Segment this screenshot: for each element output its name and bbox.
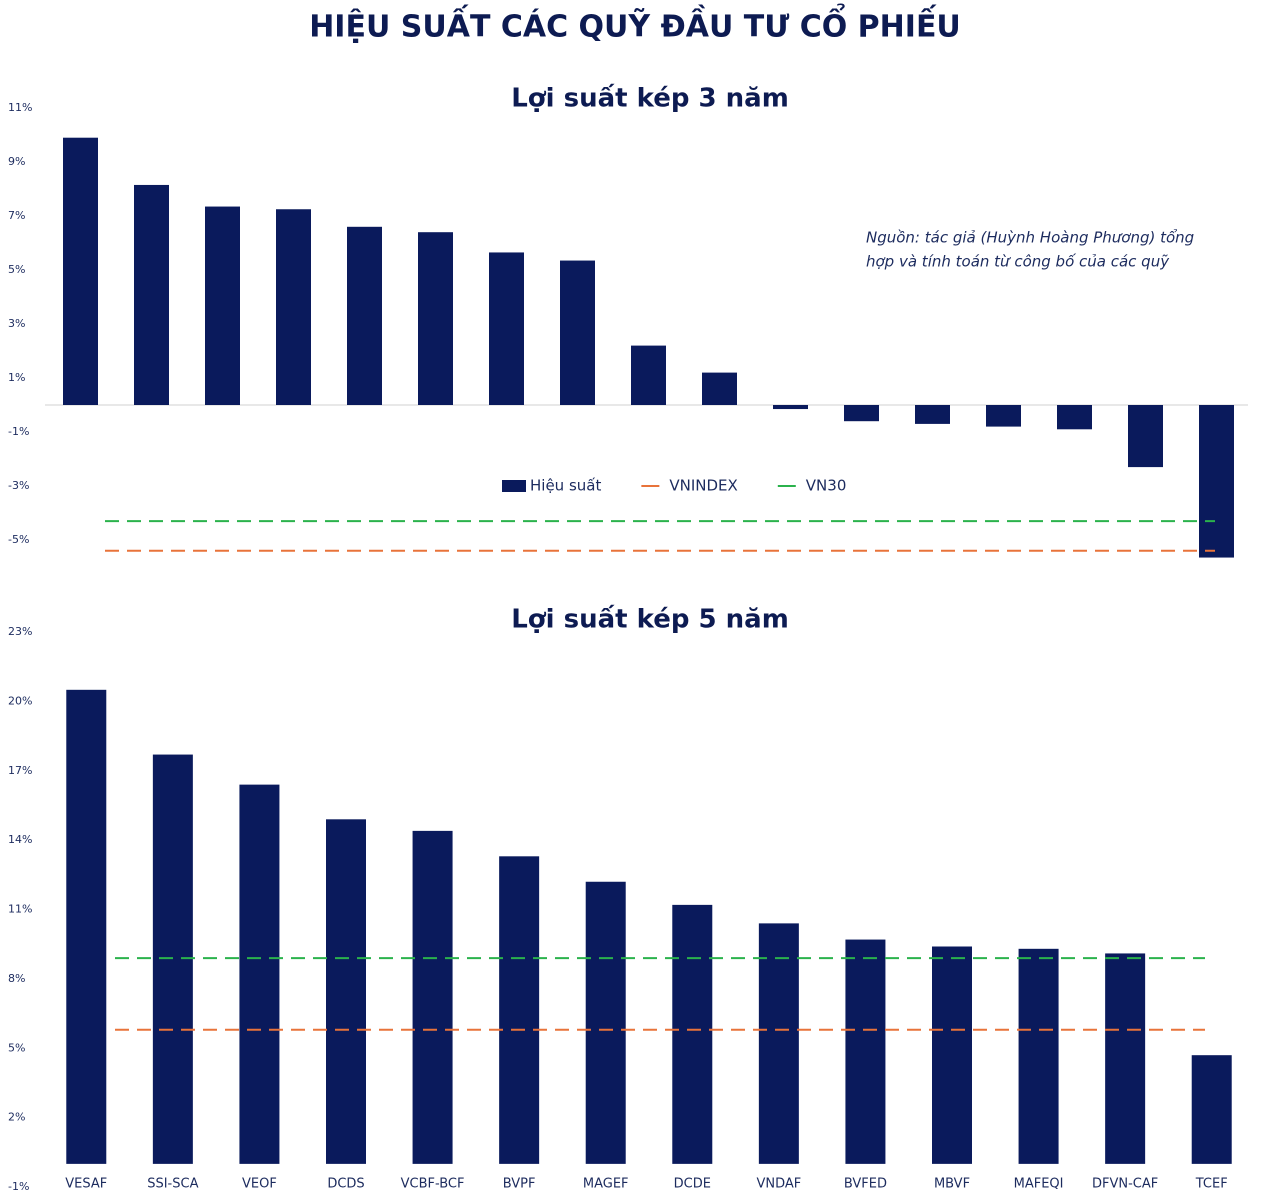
x-tick-label: DCDE	[674, 1177, 711, 1192]
source-note: hợp và tính toán từ công bố của các quỹ	[866, 253, 1170, 271]
bar	[326, 819, 366, 1164]
legend-swatch	[502, 480, 526, 492]
bar	[1105, 953, 1146, 1164]
bar	[1057, 405, 1092, 430]
x-tick-label: VNDAF	[756, 1177, 801, 1192]
bar	[152, 754, 193, 1164]
x-tick-label: MAFEQI	[1014, 1177, 1064, 1192]
legend-label: VNINDEX	[669, 477, 737, 495]
legend-label: Hiệu suất	[530, 477, 601, 495]
x-tick-label: DFVN-CAF	[1092, 1177, 1158, 1192]
bar	[1018, 948, 1059, 1164]
bar	[1199, 405, 1234, 558]
y-tick-label: -3%	[8, 479, 29, 492]
bar	[499, 856, 540, 1164]
chart-title: Lợi suất kép 3 năm	[511, 83, 789, 114]
x-tick-label: DCDS	[327, 1177, 364, 1192]
y-tick-label: 2%	[8, 1111, 25, 1124]
bar	[63, 137, 98, 405]
bar	[986, 405, 1021, 427]
bar	[560, 260, 595, 405]
x-tick-label: VCBF-BCF	[401, 1177, 465, 1192]
y-tick-label: -5%	[8, 533, 29, 546]
bar	[585, 881, 626, 1164]
chart-title: Lợi suất kép 5 năm	[511, 604, 789, 635]
main-title: HIỆU SUẤT CÁC QUỸ ĐẦU TƯ CỔ PHIẾU	[309, 3, 961, 45]
y-tick-label: 3%	[8, 317, 25, 330]
bar	[489, 252, 524, 405]
bar	[134, 184, 169, 405]
y-tick-label: 20%	[8, 694, 32, 707]
y-tick-label: 1%	[8, 371, 25, 384]
x-tick-label: SSI-SCA	[147, 1177, 198, 1192]
x-tick-label: BVFED	[844, 1177, 887, 1192]
x-tick-label: TCEF	[1195, 1177, 1228, 1192]
y-tick-label: -1%	[8, 1180, 29, 1193]
x-tick-label: MBVF	[934, 1177, 970, 1192]
bar	[418, 232, 453, 405]
bar	[915, 405, 950, 424]
bar	[205, 206, 240, 405]
bar	[66, 689, 107, 1164]
x-tick-label: VEOF	[242, 1177, 277, 1192]
x-tick-label: BVPF	[503, 1177, 536, 1192]
legend-label: VN30	[806, 477, 847, 495]
y-tick-label: 14%	[8, 833, 32, 846]
bar	[773, 405, 808, 410]
y-tick-label: 17%	[8, 764, 32, 777]
y-tick-label: 5%	[8, 1041, 25, 1054]
bar	[276, 209, 311, 405]
bar	[758, 923, 799, 1164]
y-tick-label: 11%	[8, 101, 32, 114]
bar	[702, 372, 737, 405]
y-tick-label: -1%	[8, 425, 29, 438]
bar	[844, 405, 879, 422]
bar	[347, 226, 382, 405]
bar	[672, 904, 713, 1164]
bar	[932, 946, 972, 1164]
bar	[1191, 1055, 1232, 1164]
x-tick-label: VESAF	[65, 1177, 107, 1192]
bar	[1128, 405, 1163, 468]
source-note: Nguồn: tác giả (Huỳnh Hoàng Phương) tổng	[866, 229, 1194, 247]
y-tick-label: 5%	[8, 263, 25, 276]
y-tick-label: 7%	[8, 209, 25, 222]
x-tick-label: MAGEF	[583, 1177, 629, 1192]
y-tick-label: 23%	[8, 625, 32, 638]
bar	[845, 939, 886, 1164]
bar	[412, 830, 453, 1164]
y-tick-label: 8%	[8, 972, 25, 985]
y-tick-label: 9%	[8, 155, 25, 168]
bar	[239, 784, 280, 1164]
y-tick-label: 11%	[8, 903, 32, 916]
bar	[631, 345, 666, 405]
